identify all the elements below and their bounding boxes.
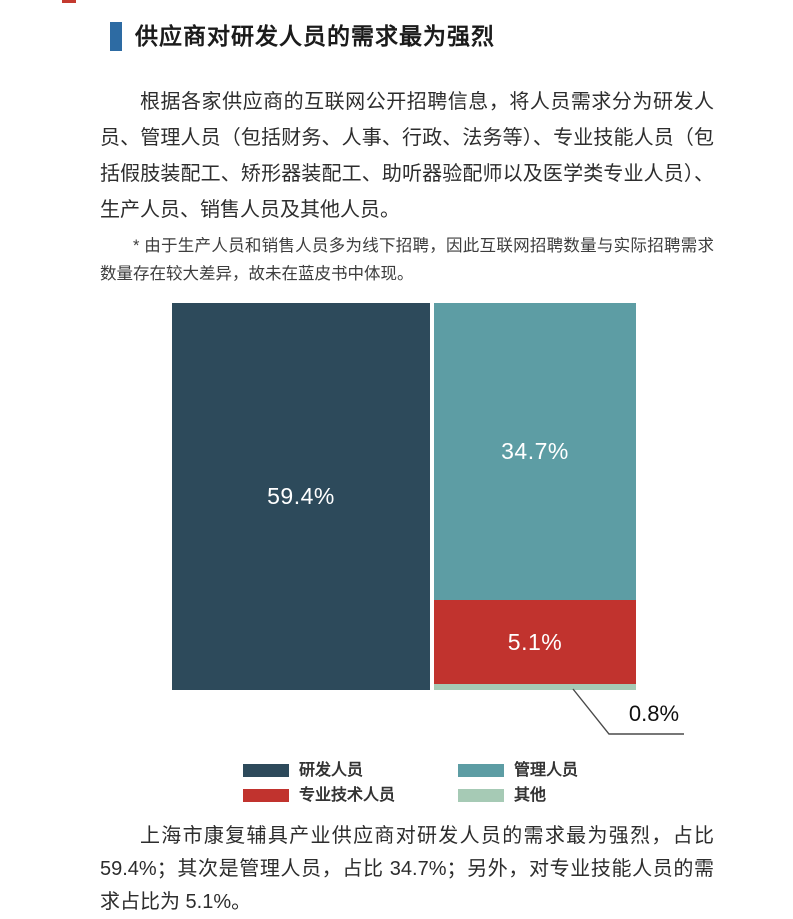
footnote-paragraph: * 由于生产人员和销售人员多为线下招聘，因此互联网招聘数量与实际招聘需求数量存在… xyxy=(100,237,714,283)
chart-block-other xyxy=(434,684,636,690)
section-title: 供应商对研发人员的需求最为强烈 xyxy=(135,22,495,49)
chart-block-tech: 5.1% xyxy=(434,600,636,684)
chart-value-label-tech: 5.1% xyxy=(507,628,563,655)
chart-value-label-mgmt: 34.7% xyxy=(501,438,569,464)
legend-label-tech: 专业技术人员 xyxy=(299,786,396,804)
callout-leader-line xyxy=(572,688,684,735)
legend-label-other: 其他 xyxy=(514,786,547,804)
legend-item-rd: 研发人员 xyxy=(243,758,458,783)
chart-legend: 研发人员 管理人员 专业技术人员 其他 xyxy=(243,758,578,808)
legend-item-tech: 专业技术人员 xyxy=(243,783,458,808)
legend-item-other: 其他 xyxy=(458,783,578,808)
callout-label-other: 0.8% xyxy=(628,701,680,726)
legend-item-mgmt: 管理人员 xyxy=(458,758,578,783)
chart-block-mgmt: 34.7% xyxy=(434,303,636,600)
intro-paragraph: 根据各家供应商的互联网公开招聘信息，将人员需求分为研发人员、管理人员（包括财务、… xyxy=(100,91,714,221)
legend-swatch-tech xyxy=(243,789,289,802)
page-top-marker xyxy=(62,0,76,3)
personnel-demand-treemap: 59.4% 34.7% 5.1% xyxy=(172,303,636,690)
legend-swatch-other xyxy=(458,789,504,802)
legend-swatch-rd xyxy=(243,764,289,777)
chart-value-label-rd: 59.4% xyxy=(267,483,335,509)
legend-label-rd: 研发人员 xyxy=(299,761,364,779)
chart-right-column: 34.7% 5.1% xyxy=(434,303,636,690)
summary-paragraph: 上海市康复辅具产业供应商对研发人员的需求最为强烈，占比 59.4%；其次是管理人… xyxy=(100,825,714,913)
section-header: 供应商对研发人员的需求最为强烈 xyxy=(110,22,495,51)
chart-block-rd: 59.4% xyxy=(172,303,430,690)
legend-label-mgmt: 管理人员 xyxy=(514,761,579,779)
title-bullet-icon xyxy=(110,22,122,51)
legend-swatch-mgmt xyxy=(458,764,504,777)
